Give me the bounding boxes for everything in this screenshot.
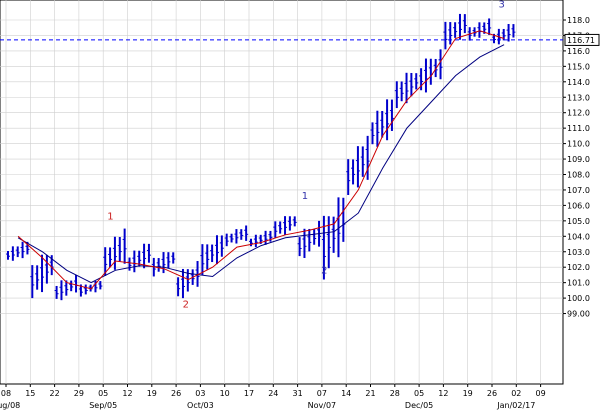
y-tick-label: 100.0 [567, 294, 590, 303]
y-tick-label: 110.0 [567, 140, 590, 149]
x-tick-label: 08 [1, 389, 11, 398]
x-tick-label: 19 [463, 389, 473, 398]
x-tick-label: 17 [244, 389, 254, 398]
x-tick-label: 28 [390, 389, 400, 398]
x-tick-label: 24 [268, 389, 278, 398]
y-tick-label: 115.0 [567, 62, 590, 71]
x-tick-label: 09 [536, 389, 546, 398]
x-tick-label: 05 [414, 389, 424, 398]
y-tick-label: 116.0 [567, 47, 590, 56]
x-tick-label: 05 [98, 389, 108, 398]
x-tick-label: 03 [195, 389, 205, 398]
wave-label: 1 [302, 191, 308, 202]
x-tick-label: 10 [220, 389, 230, 398]
wave-label: 2 [183, 299, 189, 310]
y-tick-label: 101.0 [567, 279, 590, 288]
y-tick-label: 113.0 [567, 93, 590, 102]
x-tick-label: 12 [122, 389, 132, 398]
fast-moving-average-line [17, 30, 505, 290]
y-tick-label: 104.0 [567, 232, 590, 241]
y-tick-label: 106.0 [567, 201, 590, 210]
x-axis: 08 15 22 29 05 12 19 26 03 10 17 24 31 07 14 21 28 05 12 19… [0, 384, 546, 410]
x-month-label: Jan/02/17 [496, 401, 535, 410]
y-tick-label: 112.0 [567, 109, 590, 118]
x-tick-label: 12 [438, 389, 448, 398]
x-tick-label: 29 [74, 389, 84, 398]
current-price-tag-box [564, 33, 600, 46]
y-tick-label: 114.0 [567, 78, 590, 87]
current-price-tag: 116.71 [564, 33, 600, 46]
plot-area [0, 0, 564, 385]
x-tick-label: 02 [511, 389, 521, 398]
x-tick-label: 14 [341, 389, 351, 398]
wave-labels: 1 2 1 2 3 [107, 0, 505, 310]
current-price-label: 116.71 [567, 36, 595, 45]
y-tick-label: 107.0 [567, 186, 590, 195]
grid [0, 0, 563, 384]
y-tick-label: 111.0 [567, 124, 590, 133]
x-month-label: Oct/03 [187, 401, 214, 410]
y-axis: 99.00 100.0 101.0 102.0 103.0 104.0 105.0 106.0… [563, 16, 590, 319]
wave-label: 2 [321, 265, 327, 276]
y-tick-label: 109.0 [567, 155, 590, 164]
x-month-label: Aug/08 [0, 401, 20, 410]
x-tick-label: 26 [487, 389, 497, 398]
slow-moving-average-line [17, 44, 505, 284]
x-month-label: Sep/05 [89, 401, 117, 410]
wave-label: 3 [499, 0, 505, 11]
y-tick-label: 118.0 [567, 16, 590, 25]
x-month-label: Nov/07 [308, 401, 337, 410]
x-tick-label: 26 [171, 389, 181, 398]
y-tick-label: 108.0 [567, 171, 590, 180]
x-tick-label: 15 [25, 389, 35, 398]
wave-label: 1 [107, 211, 113, 222]
y-tick-label: 99.00 [567, 310, 590, 319]
x-tick-label: 31 [293, 389, 303, 398]
price-bars [6, 13, 516, 301]
x-tick-label: 07 [317, 389, 327, 398]
x-tick-label: 22 [50, 389, 60, 398]
x-tick-label: 19 [147, 389, 157, 398]
x-month-label: Dec/05 [405, 401, 433, 410]
y-tick-label: 105.0 [567, 217, 590, 226]
y-tick-label: 103.0 [567, 248, 590, 257]
y-tick-label: 102.0 [567, 263, 590, 272]
x-tick-label: 21 [365, 389, 375, 398]
